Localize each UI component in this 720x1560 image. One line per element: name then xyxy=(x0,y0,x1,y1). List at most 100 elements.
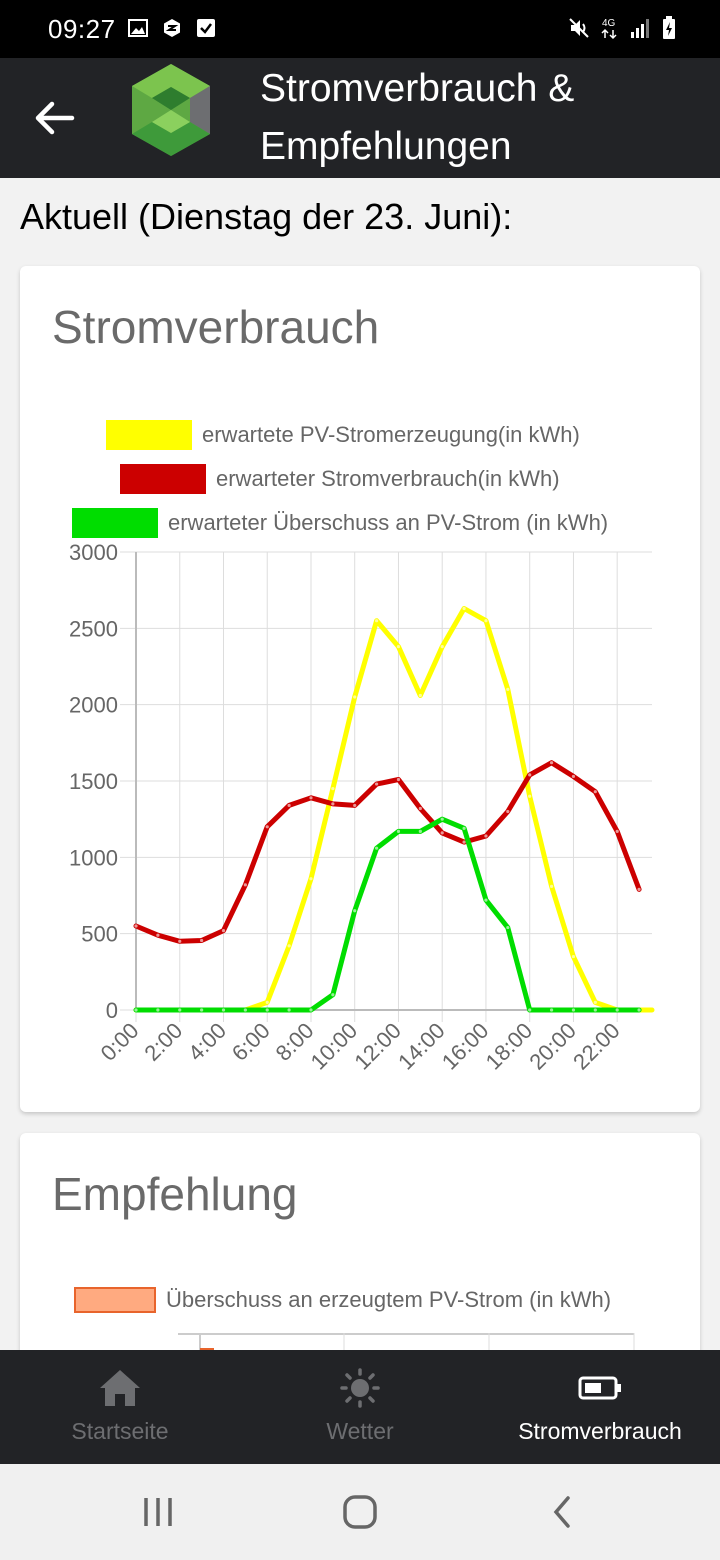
data-point-pv xyxy=(353,695,357,699)
legend-item-consumption[interactable]: erwarteter Stromverbrauch(in kWh) xyxy=(120,464,560,494)
legend-item-surplus[interactable]: erwarteter Überschuss an PV-Strom (in kW… xyxy=(72,508,608,538)
data-point-pv xyxy=(462,606,466,611)
data-point-pv xyxy=(528,794,532,798)
data-point-surplus xyxy=(396,829,401,833)
sun-icon xyxy=(340,1368,380,1408)
data-point-surplus xyxy=(637,1008,641,1012)
legend-item-surplus-generated[interactable]: Überschuss an erzeugtem PV-Strom (in kWh… xyxy=(74,1287,611,1313)
x-tick-label: 16:00 xyxy=(437,1018,494,1075)
data-point-surplus xyxy=(178,1008,182,1012)
x-tick-label: 20:00 xyxy=(524,1018,581,1075)
legend-swatch-consumption xyxy=(120,464,206,494)
data-point-consumption xyxy=(462,840,466,844)
data-point-surplus xyxy=(265,1008,269,1012)
data-point-pv xyxy=(571,954,576,959)
data-point-surplus xyxy=(549,1008,554,1012)
legend-label-consumption: erwarteter Stromverbrauch(in kWh) xyxy=(216,466,560,491)
back-chevron-icon[interactable] xyxy=(532,1492,592,1532)
data-point-surplus xyxy=(331,993,335,997)
home-icon xyxy=(100,1370,140,1406)
battery-charging-icon xyxy=(663,16,675,39)
data-point-surplus xyxy=(440,817,444,821)
y-tick-label: 1500 xyxy=(69,769,118,794)
nav-item-stromverbrauch[interactable]: Stromverbrauch xyxy=(480,1350,720,1464)
data-point-pv xyxy=(287,944,291,948)
nav-item-wetter[interactable]: Wetter xyxy=(240,1350,480,1464)
x-tick-label: 22:00 xyxy=(568,1018,625,1075)
legend-swatch-pv xyxy=(106,420,192,450)
legend-label-surplus: erwarteter Überschuss an PV-Strom (in kW… xyxy=(168,510,609,535)
data-point-consumption xyxy=(353,803,357,808)
nav-item-startseite[interactable]: Startseite xyxy=(0,1350,240,1464)
data-point-consumption xyxy=(528,773,532,777)
x-tick-label: 0:00 xyxy=(96,1018,144,1066)
series-line-consumption xyxy=(133,760,642,944)
x-tick-label: 12:00 xyxy=(349,1018,406,1075)
data-point-consumption xyxy=(134,924,138,928)
data-point-consumption xyxy=(549,761,554,765)
system-nav-bar xyxy=(0,1464,720,1560)
card-title-consumption: Stromverbrauch xyxy=(52,301,380,353)
network-label: 4G xyxy=(602,18,616,29)
x-tick-label: 2:00 xyxy=(139,1018,187,1066)
data-point-consumption xyxy=(178,939,182,943)
data-point-consumption xyxy=(331,802,335,806)
card-title-recommendation: Empfehlung xyxy=(52,1168,298,1220)
x-tick-label: 6:00 xyxy=(227,1018,275,1066)
consumption-line-chart: 3000 2500 2000 1500 1000 500 00:002:004:006:00… xyxy=(69,540,655,1075)
consumption-card: Stromverbrauch erwartete PV-Stromerzeugu… xyxy=(20,266,700,1112)
data-point-consumption xyxy=(309,796,313,800)
data-point-surplus xyxy=(309,1008,313,1012)
data-point-consumption xyxy=(243,883,247,887)
status-time: 09:27 xyxy=(48,14,116,44)
recent-apps-icon[interactable] xyxy=(128,1492,188,1532)
data-point-consumption xyxy=(637,887,641,891)
data-point-consumption xyxy=(221,929,226,933)
series-line-surplus xyxy=(133,816,642,1013)
status-bar: 09:27 4G xyxy=(0,0,720,58)
mute-icon xyxy=(569,18,589,38)
data-point-surplus xyxy=(528,1008,532,1012)
legend-item-pv[interactable]: erwartete PV-Stromerzeugung(in kWh) xyxy=(106,420,580,450)
y-tick-label: 2500 xyxy=(69,616,118,641)
data-point-surplus xyxy=(571,1008,576,1012)
status-icons-left xyxy=(128,18,216,38)
data-point-pv xyxy=(331,787,335,791)
recommendation-card: Empfehlung Überschuss an erzeugtem PV-St… xyxy=(20,1133,700,1393)
data-point-consumption xyxy=(156,933,160,937)
data-point-pv xyxy=(484,619,488,623)
data-point-surplus xyxy=(374,846,379,850)
data-point-consumption xyxy=(418,806,422,811)
data-point-surplus xyxy=(506,925,510,930)
data-point-surplus xyxy=(134,1008,138,1012)
data-point-pv xyxy=(374,619,379,623)
x-tick-label: 14:00 xyxy=(393,1018,450,1075)
data-point-surplus xyxy=(353,909,357,913)
arrow-left-icon[interactable] xyxy=(30,96,80,140)
y-tick-label: 2000 xyxy=(69,693,118,718)
data-point-pv xyxy=(506,687,510,691)
data-point-pv xyxy=(309,877,313,881)
data-point-consumption xyxy=(593,790,597,794)
status-icons-right: 4G xyxy=(568,16,676,40)
data-point-surplus xyxy=(243,1008,247,1012)
x-tick-label: 18:00 xyxy=(481,1018,538,1075)
data-point-consumption xyxy=(506,809,510,814)
data-point-consumption xyxy=(440,831,444,835)
y-tick-label: 1000 xyxy=(69,845,118,870)
y-tick-label: 0 xyxy=(106,998,118,1023)
x-tick-label: 10:00 xyxy=(306,1018,363,1075)
home-circle-icon[interactable] xyxy=(330,1492,390,1532)
data-point-consumption xyxy=(571,774,576,779)
battery-icon xyxy=(578,1376,621,1400)
data-point-surplus xyxy=(287,1008,291,1012)
data-point-surplus xyxy=(462,826,466,830)
y-tick-label: 500 xyxy=(81,922,118,947)
data-point-consumption xyxy=(374,782,379,786)
legend-swatch-surplus-generated xyxy=(74,1287,156,1313)
legend-swatch-surplus xyxy=(72,508,158,538)
data-point-consumption xyxy=(615,829,619,833)
legend-label-pv: erwartete PV-Stromerzeugung(in kWh) xyxy=(202,422,580,447)
data-point-pv xyxy=(265,1000,269,1004)
data-point-consumption xyxy=(396,777,401,782)
